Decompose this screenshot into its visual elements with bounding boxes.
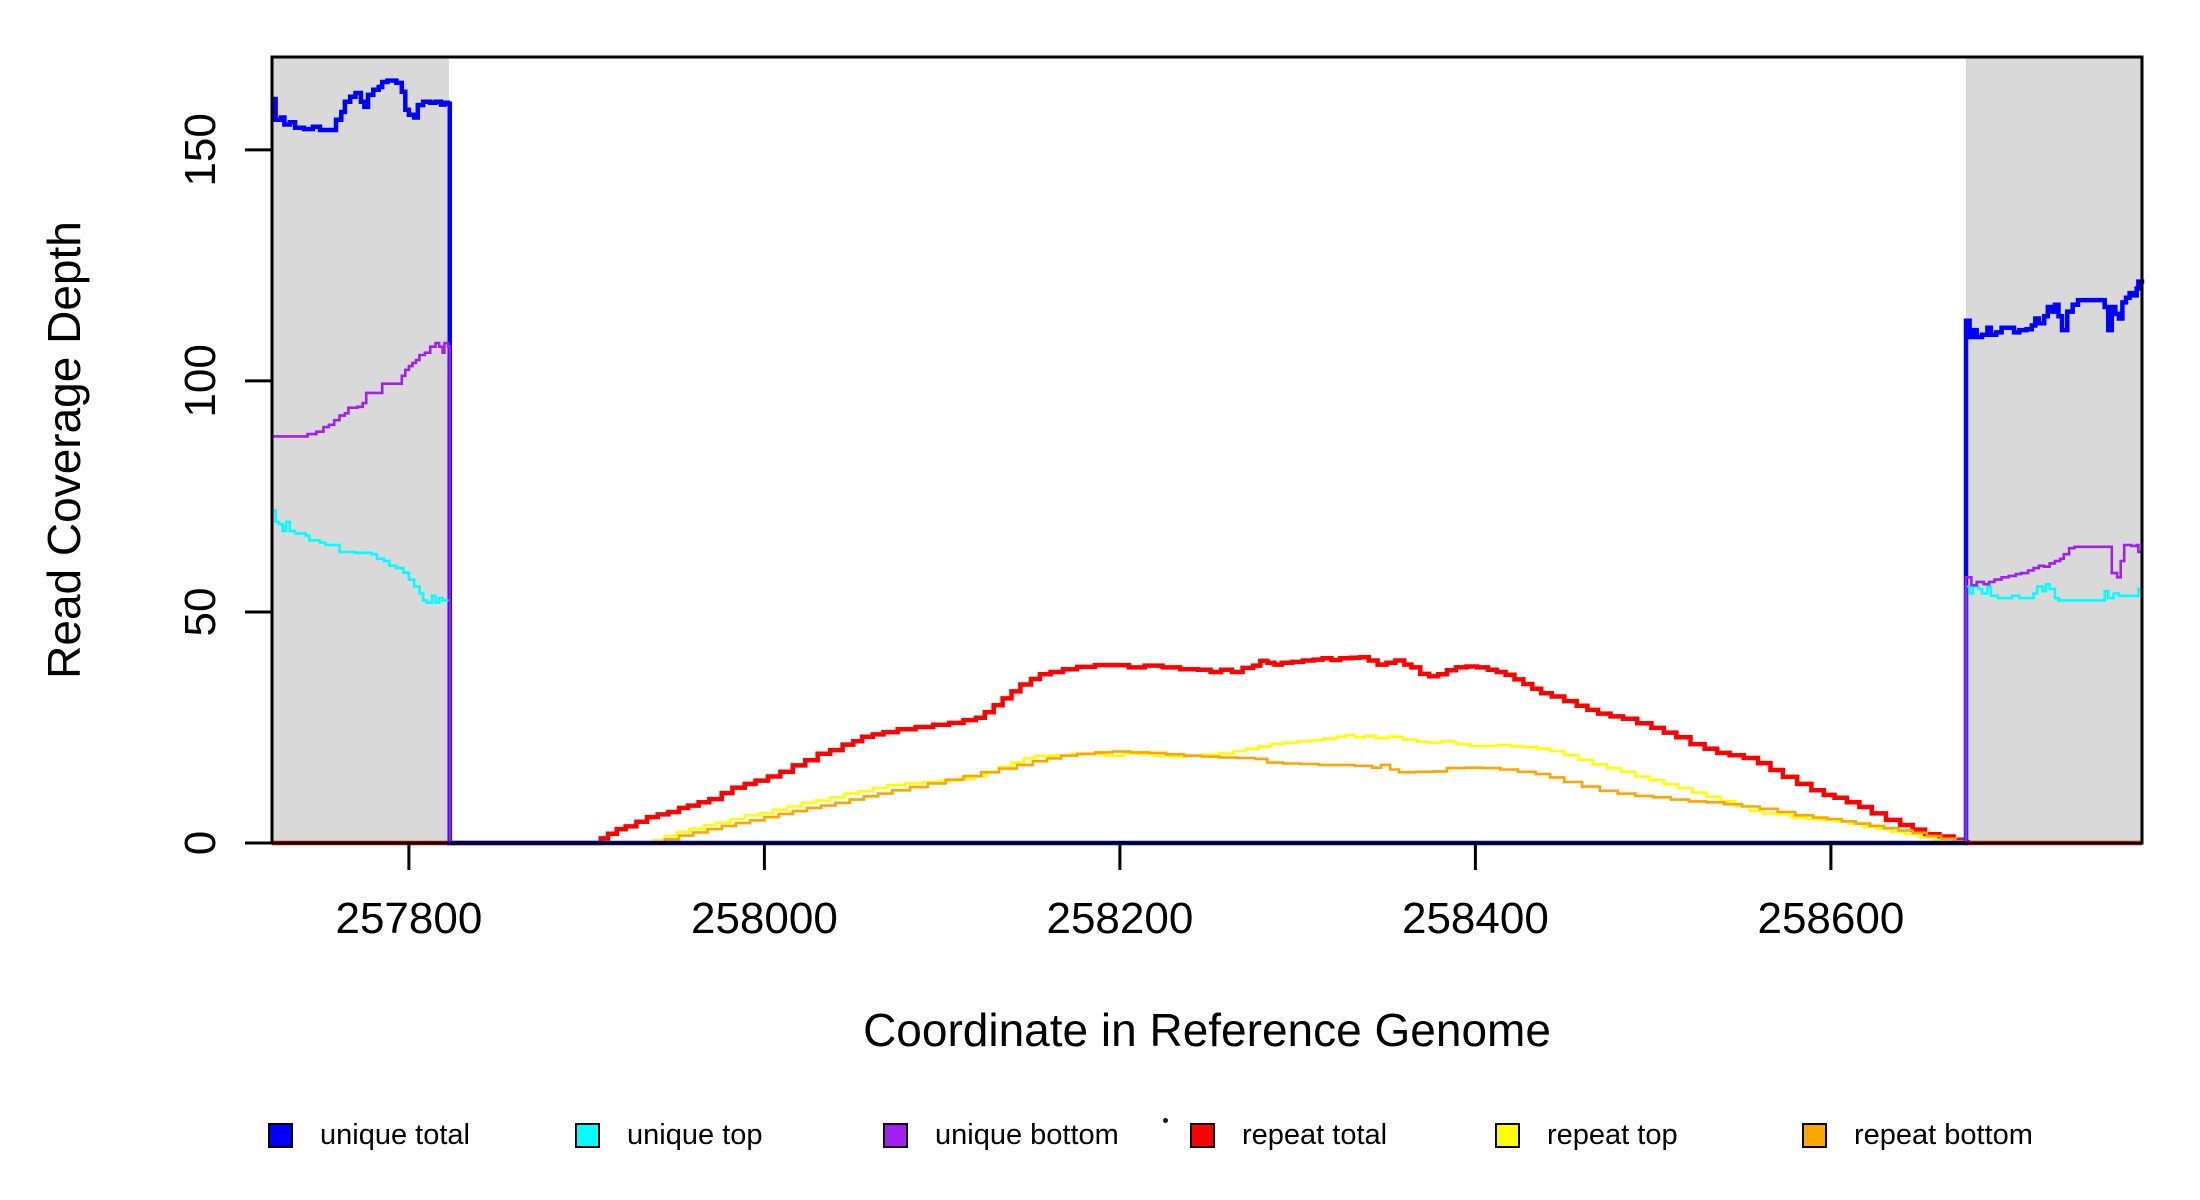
- legend-item-repeat-bottom: repeat bottom: [1802, 1118, 2033, 1151]
- y-tick-label: 100: [176, 344, 225, 417]
- x-tick-label: 258200: [1046, 894, 1193, 943]
- series-repeat-top: [272, 733, 2142, 845]
- legend-item-repeat-total: repeat total: [1190, 1118, 1388, 1151]
- legend-swatch: [883, 1122, 908, 1148]
- y-tick-label: 50: [176, 588, 225, 637]
- x-tick-label: 257800: [335, 894, 482, 943]
- legend-swatch: [1802, 1122, 1827, 1148]
- series-repeat-total: [272, 654, 2142, 846]
- plot-border: [270, 55, 2144, 845]
- x-tick-label: 258000: [691, 894, 838, 943]
- y-tick-label: 0: [176, 831, 225, 855]
- legend-label: unique top: [627, 1118, 763, 1151]
- y-axis-title: Read Coverage Depth: [38, 221, 90, 679]
- x-axis-title: Coordinate in Reference Genome: [863, 1004, 1551, 1056]
- legend-swatch: [268, 1122, 293, 1148]
- series-unique-bottom: [272, 341, 2144, 845]
- legend-label: unique total: [320, 1118, 470, 1151]
- series-unique-total: [272, 78, 2145, 846]
- shaded-region: [272, 57, 449, 843]
- plot-layer: 257800 258000 258200 258400 258600 0 50 100 150: [176, 55, 2145, 943]
- legend-item-unique-total: unique total: [268, 1118, 470, 1151]
- stray-dot: [1163, 1118, 1168, 1123]
- y-tick-label: 150: [176, 113, 225, 186]
- legend-swatch: [1190, 1122, 1215, 1148]
- legend-item-unique-bottom: unique bottom: [883, 1118, 1119, 1151]
- legend-label: repeat total: [1242, 1118, 1388, 1151]
- legend-swatch: [575, 1122, 600, 1148]
- legend-swatch: [1495, 1122, 1520, 1148]
- series-repeat-bottom: [272, 750, 2142, 845]
- legend-item-repeat-top: repeat top: [1495, 1118, 1678, 1151]
- legend-label: repeat bottom: [1854, 1118, 2033, 1151]
- x-tick-label: 258600: [1757, 894, 1904, 943]
- legend-label: repeat top: [1547, 1118, 1678, 1151]
- x-tick-label: 258400: [1402, 894, 1549, 943]
- series-unique-top: [272, 509, 2144, 845]
- shaded-region: [1966, 57, 2142, 843]
- legend-item-unique-top: unique top: [575, 1118, 763, 1151]
- legend-label: unique bottom: [935, 1118, 1119, 1151]
